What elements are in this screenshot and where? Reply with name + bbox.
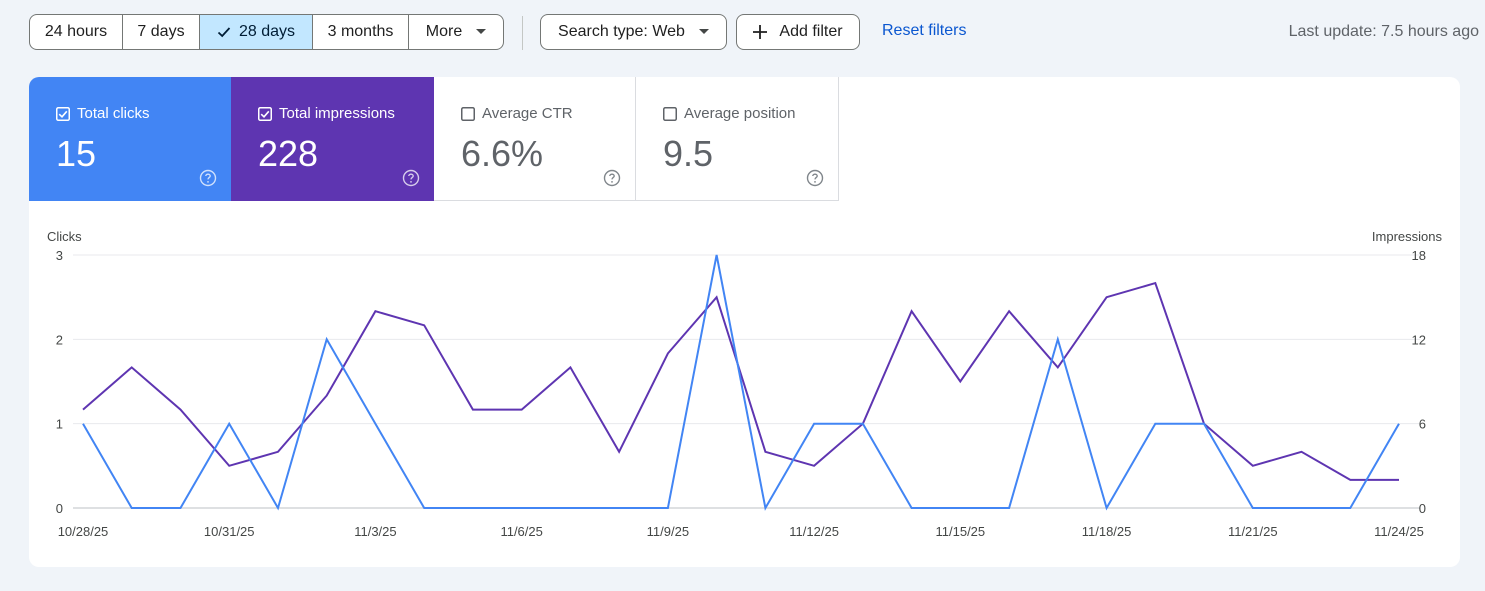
y-tick-label: 1	[56, 417, 63, 432]
metric-label-text: Total impressions	[279, 105, 395, 122]
plus-icon	[753, 25, 768, 39]
range-label: More	[425, 23, 463, 40]
help-icon[interactable]	[806, 169, 824, 187]
reset-filters-link[interactable]: Reset filters	[882, 22, 967, 39]
x-tick-label: 11/9/25	[647, 524, 689, 539]
metric-average-ctr[interactable]: Average CTR 6.6%	[434, 77, 636, 201]
last-update-text: Last update: 7.5 hours ago	[1288, 23, 1479, 40]
x-tick-label: 11/3/25	[354, 524, 396, 539]
help-icon[interactable]	[402, 169, 420, 187]
metric-label: Total clicks	[56, 105, 150, 122]
x-tick-label: 11/18/25	[1082, 524, 1132, 539]
x-tick-label: 10/28/25	[58, 524, 109, 539]
y-tick-label: 2	[56, 332, 63, 347]
add-filter-button[interactable]: Add filter	[736, 14, 860, 50]
range-label: 3 months	[327, 23, 394, 40]
range-3-months[interactable]: 3 months	[313, 15, 409, 49]
range-28-days[interactable]: 28 days	[200, 15, 313, 49]
metric-value: 9.5	[663, 133, 714, 174]
metric-label-text: Average position	[684, 105, 796, 122]
date-range-selector: 24 hours 7 days 28 days 3 months More	[29, 14, 504, 50]
x-tick-label: 10/31/25	[204, 524, 255, 539]
y2-axis-title: Impressions	[1372, 229, 1443, 244]
x-tick-label: 11/15/25	[936, 524, 986, 539]
metric-label: Average CTR	[461, 105, 573, 122]
y-tick-label: 3	[56, 248, 63, 263]
y2-tick-label: 0	[1419, 501, 1426, 516]
x-tick-label: 11/6/25	[500, 524, 542, 539]
checkbox-checked-icon	[56, 106, 70, 121]
x-tick-label: 11/21/25	[1228, 524, 1278, 539]
help-icon[interactable]	[603, 169, 621, 187]
y2-tick-label: 6	[1419, 417, 1426, 432]
toolbar: 24 hours 7 days 28 days 3 months More Se…	[29, 14, 1479, 50]
y-tick-label: 0	[56, 501, 63, 516]
range-label: 28 days	[238, 23, 296, 40]
help-icon[interactable]	[199, 169, 217, 187]
performance-card: Total clicks 15 Total impressions 228 Av…	[29, 77, 1460, 567]
range-more-dropdown[interactable]: More	[409, 15, 503, 49]
range-label: 7 days	[137, 23, 185, 40]
check-icon	[217, 27, 231, 38]
caret-down-icon	[476, 29, 487, 34]
caret-down-icon	[698, 29, 709, 34]
metric-average-position[interactable]: Average position 9.5	[636, 77, 839, 201]
checkbox-unchecked-icon	[663, 106, 677, 121]
y-axis-title: Clicks	[47, 229, 82, 244]
y2-tick-label: 18	[1412, 248, 1426, 263]
metric-label-text: Total clicks	[77, 105, 150, 122]
chart-series	[82, 254, 1400, 511]
checkbox-checked-icon	[258, 106, 272, 121]
checkbox-unchecked-icon	[461, 106, 475, 121]
y2-tick-label: 12	[1412, 332, 1426, 347]
range-label: 24 hours	[44, 23, 108, 40]
metric-value: 228	[258, 133, 319, 174]
metric-label: Average position	[663, 105, 795, 122]
toolbar-divider	[522, 16, 523, 50]
metric-value: 15	[56, 133, 97, 174]
x-tick-label: 11/12/25	[789, 524, 839, 539]
metric-total-clicks[interactable]: Total clicks 15	[29, 77, 231, 201]
metric-label: Total impressions	[258, 105, 395, 122]
metric-label-text: Average CTR	[482, 105, 573, 122]
range-24-hours[interactable]: 24 hours	[30, 15, 123, 49]
range-7-days[interactable]: 7 days	[123, 15, 200, 49]
search-type-label: Search type: Web	[558, 23, 685, 40]
chart-gridlines	[73, 254, 1420, 509]
metric-value: 6.6%	[461, 133, 544, 174]
clicks-line	[82, 254, 1400, 511]
x-tick-label: 11/24/25	[1374, 524, 1424, 539]
metric-total-impressions[interactable]: Total impressions 228	[231, 77, 434, 201]
add-filter-label: Add filter	[779, 23, 843, 40]
search-type-dropdown[interactable]: Search type: Web	[540, 14, 727, 50]
